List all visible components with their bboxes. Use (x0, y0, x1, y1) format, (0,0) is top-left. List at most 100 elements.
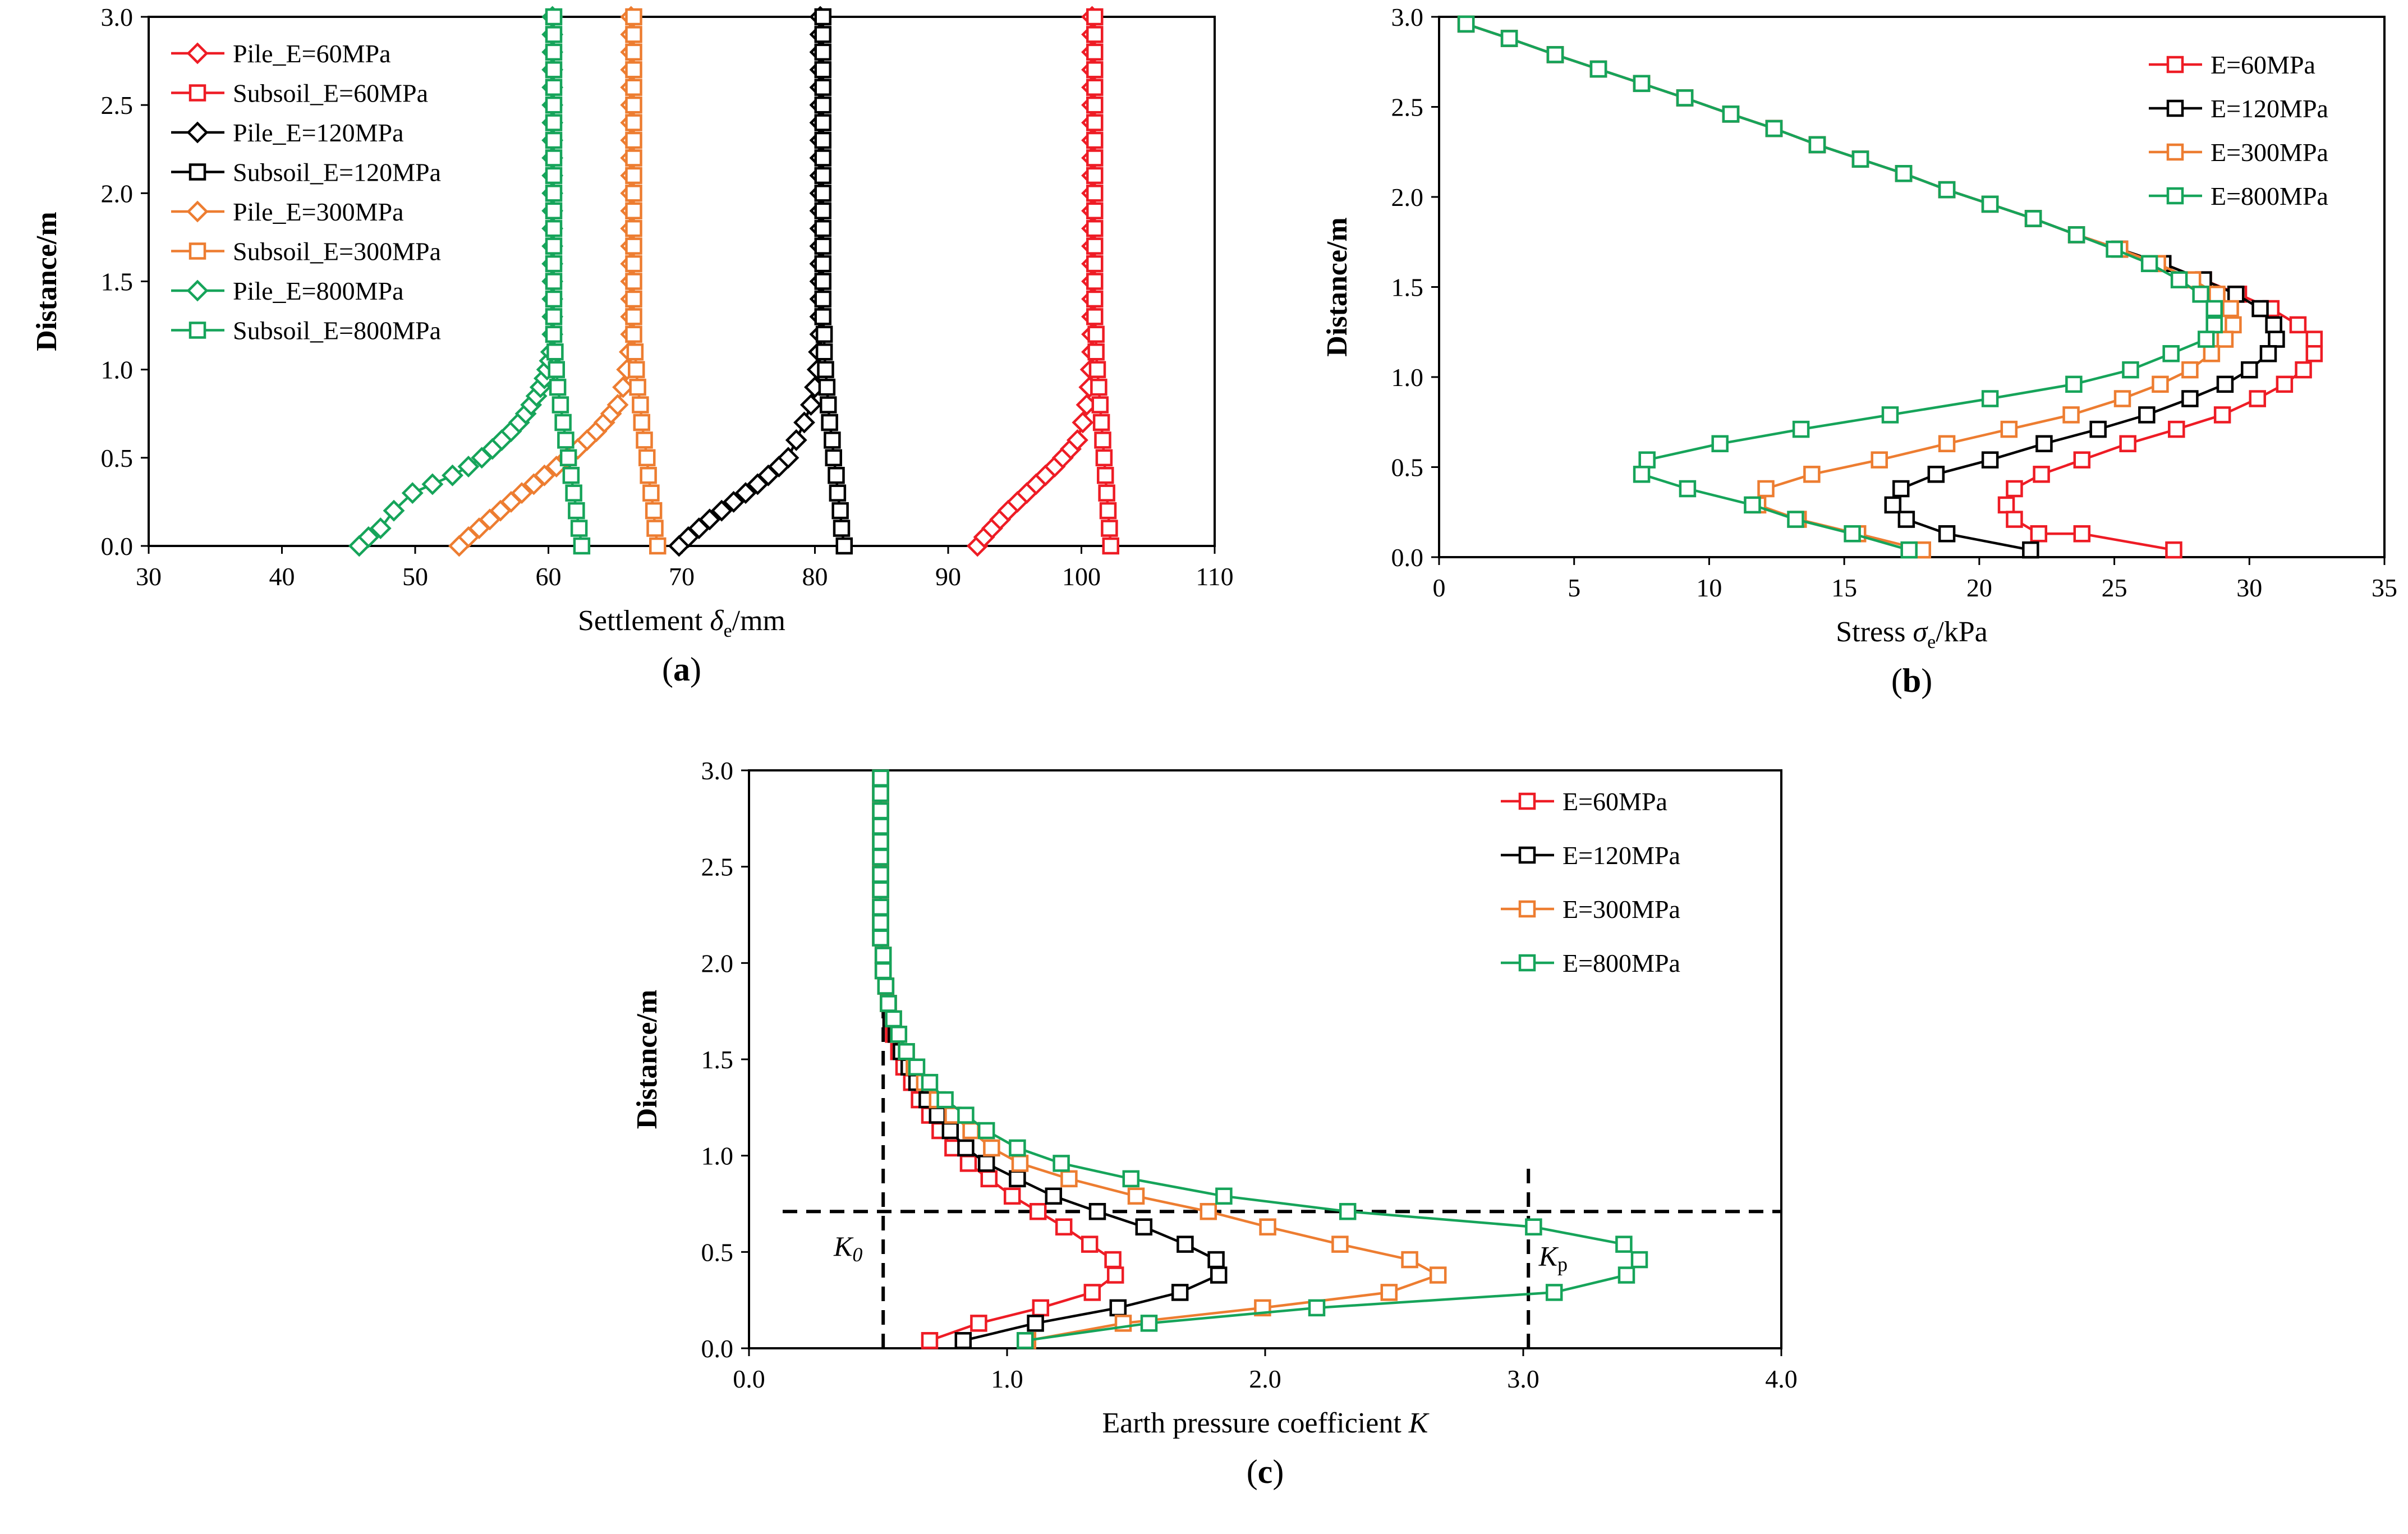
data-point (1094, 431, 1111, 449)
data-point (698, 508, 721, 531)
data-point (885, 1010, 902, 1028)
data-point (941, 1122, 959, 1140)
data-point (825, 449, 842, 467)
data-point (625, 255, 642, 273)
legend-label: E=800MPa (1563, 949, 1680, 977)
data-point (2203, 345, 2221, 362)
y-tick-label: 2.5 (701, 853, 734, 881)
data-point (2181, 361, 2199, 379)
data-point (1027, 1315, 1044, 1332)
data-point (2067, 226, 2085, 244)
data-point (565, 484, 582, 502)
data-point (1003, 1187, 1021, 1205)
data-point (632, 396, 649, 414)
data-point (872, 898, 889, 916)
data-point (872, 848, 889, 866)
data-point (1086, 43, 1104, 61)
data-point (1884, 496, 1902, 514)
x-tick-label: 30 (136, 562, 162, 591)
data-point (1099, 502, 1117, 520)
data-point (1331, 1236, 1349, 1253)
data-point (2225, 316, 2242, 334)
kp-annotation: Kp (1538, 1240, 1568, 1275)
data-point (1546, 46, 1564, 63)
data-point (573, 537, 591, 555)
data-point (872, 817, 889, 835)
y-tick-label: 0.5 (101, 444, 134, 472)
data-point (2065, 375, 2083, 393)
data-point (2168, 420, 2185, 438)
data-point (545, 325, 563, 343)
chart-c: 0.0 1.0 2.0 3.0 4.0 0.0 0.5 1.0 1.5 2.0 2.5 3.0 Eart… (631, 756, 1798, 1490)
data-point (2165, 541, 2182, 559)
data-point (1086, 149, 1104, 167)
data-point (793, 411, 815, 434)
data-point (2216, 375, 2234, 393)
data-point (962, 1122, 980, 1140)
data-point (625, 290, 642, 308)
data-point (1457, 15, 1475, 33)
data-point (2033, 466, 2050, 483)
data-point (874, 947, 892, 964)
data-point (1091, 396, 1109, 414)
data-point (1097, 467, 1114, 484)
legend-marker (2166, 143, 2184, 161)
legend-marker (1518, 900, 1536, 918)
data-point (1086, 202, 1104, 220)
data-point (2251, 300, 2269, 318)
data-point (629, 378, 646, 396)
data-point (545, 79, 563, 96)
data-point (625, 167, 642, 185)
data-point (559, 449, 577, 467)
data-point (2062, 406, 2080, 424)
data-point (874, 962, 892, 980)
legend-marker (1518, 954, 1536, 972)
legend-marker (186, 42, 209, 65)
x-tick-label: 110 (1196, 562, 1233, 591)
legend-label: E=300MPa (1563, 895, 1680, 924)
data-point (645, 502, 663, 520)
data-point (2106, 240, 2123, 258)
data-point (633, 414, 650, 431)
data-point (625, 131, 642, 149)
data-point (625, 79, 642, 96)
data-point (545, 26, 563, 43)
data-point (625, 273, 642, 290)
x-tick-label: 15 (1831, 573, 1857, 602)
x-tick-label: 5 (1568, 573, 1580, 602)
y-tick-label: 0.5 (701, 1238, 734, 1266)
data-point (1617, 1266, 1635, 1284)
y-tick-label: 1.0 (1391, 363, 1424, 392)
data-point (625, 219, 642, 237)
series-Subsoil_E=800MPa (545, 8, 591, 555)
data-point (1060, 1170, 1078, 1188)
data-point (562, 467, 580, 484)
data-point (1086, 8, 1104, 26)
y-tick-label: 2.0 (1391, 183, 1424, 212)
data-point (545, 219, 563, 237)
data-point (626, 343, 644, 361)
data-point (533, 464, 555, 486)
data-point (606, 394, 629, 416)
data-point (814, 61, 831, 79)
series-E=800MPa (1457, 15, 2223, 559)
data-point (1500, 30, 1518, 47)
y-tick-label: 1.5 (701, 1045, 734, 1074)
data-point (1101, 520, 1118, 537)
data-point (821, 414, 838, 431)
data-point (1095, 449, 1113, 467)
data-point (554, 414, 572, 431)
data-point (1259, 1218, 1276, 1236)
data-point (2024, 210, 2042, 227)
data-point (1109, 1299, 1127, 1317)
data-point (545, 273, 563, 290)
data-point (2205, 300, 2223, 318)
data-point (1086, 219, 1104, 237)
data-point (1851, 150, 1869, 168)
data-point (2000, 420, 2018, 438)
data-point (545, 185, 563, 202)
data-point (625, 325, 642, 343)
data-point (723, 490, 745, 513)
data-point (815, 343, 833, 361)
data-point (1098, 484, 1115, 502)
